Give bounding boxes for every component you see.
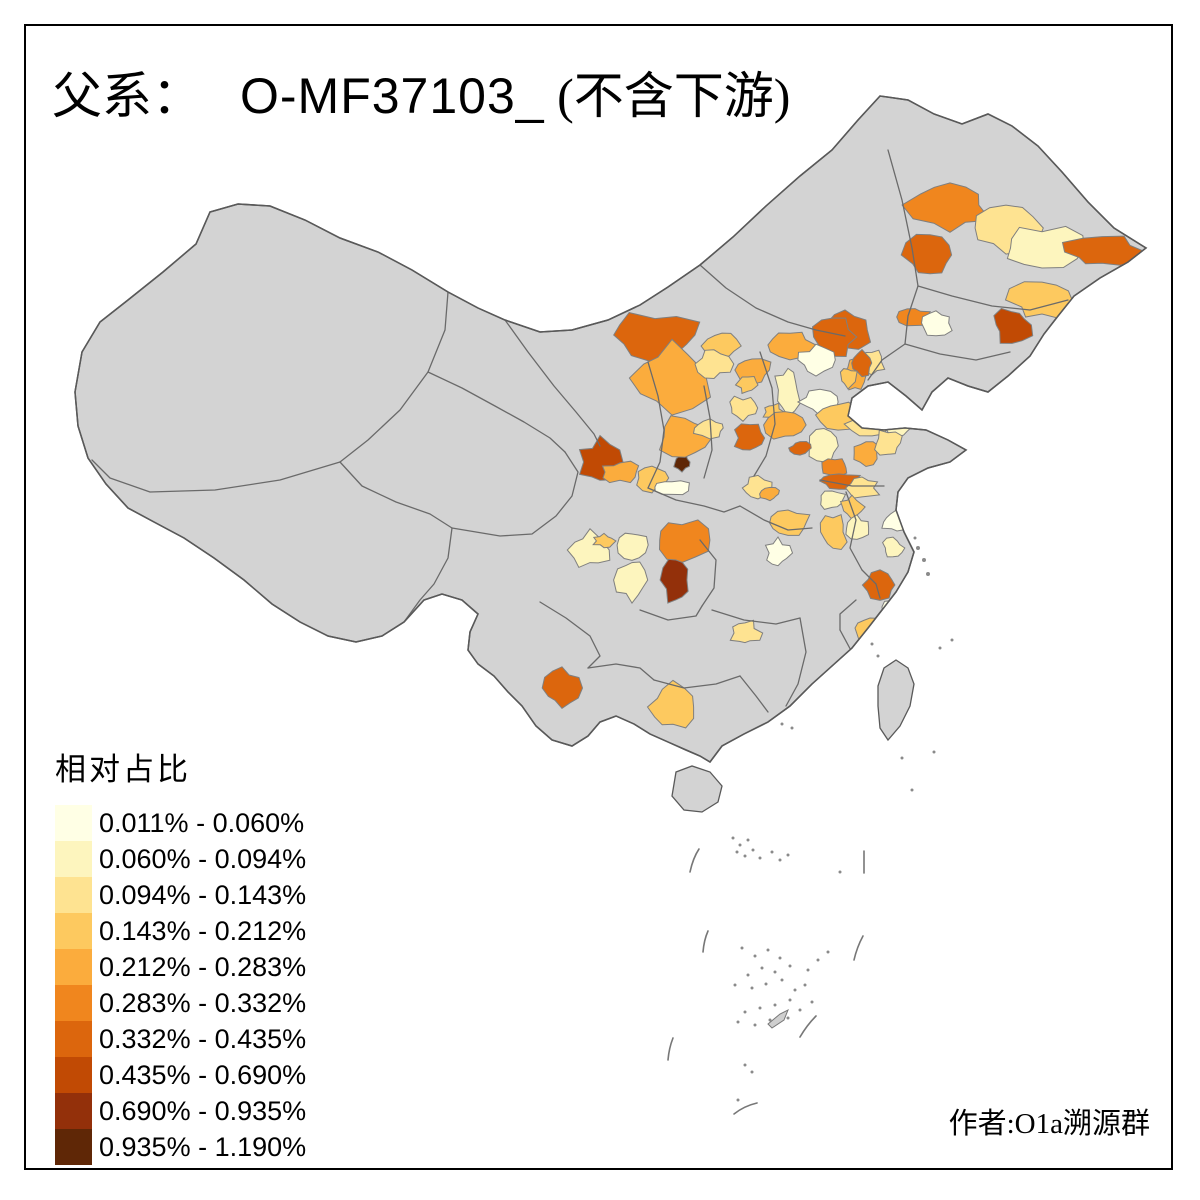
prefecture-region	[729, 619, 764, 644]
prefecture-region	[541, 666, 584, 709]
prefecture-region	[734, 375, 759, 395]
legend-item-label: 0.332% - 0.435%	[99, 1023, 307, 1054]
prefecture-region	[819, 514, 848, 551]
legend-item-label: 0.060% - 0.094%	[99, 843, 307, 874]
prefecture-region	[601, 460, 640, 484]
prefecture-region	[659, 558, 689, 604]
legend-swatch	[55, 1129, 92, 1165]
prefecture-region	[1061, 235, 1146, 266]
prefecture-region	[874, 429, 903, 456]
prefecture-region	[733, 423, 766, 451]
legend-item: 0.332% - 0.435%	[55, 1021, 306, 1057]
prefecture-region	[900, 233, 953, 275]
legend-swatch	[55, 1021, 92, 1057]
prefecture-region	[592, 532, 617, 549]
legend-swatch	[55, 841, 92, 877]
prefecture-region	[820, 490, 847, 510]
prefecture-region	[861, 569, 896, 601]
legend-item-label: 0.143% - 0.212%	[99, 915, 307, 946]
prefecture-region	[881, 536, 906, 558]
legend-item: 0.094% - 0.143%	[55, 877, 306, 913]
prefecture-region	[845, 514, 870, 540]
legend-item: 0.935% - 1.190%	[55, 1129, 306, 1165]
page-title: 父系： O-MF37103_ (不含下游)	[52, 56, 790, 128]
prefecture-region	[628, 338, 712, 416]
legend-swatch	[55, 805, 92, 841]
prefecture-region	[616, 532, 649, 561]
legend-swatch	[55, 985, 92, 1021]
prefecture-region	[1006, 225, 1086, 269]
legend-item: 0.060% - 0.094%	[55, 841, 306, 877]
prefecture-region	[658, 519, 711, 564]
legend-item-label: 0.935% - 1.190%	[99, 1131, 307, 1162]
prefecture-region	[993, 307, 1034, 344]
legend-item-label: 0.435% - 0.690%	[99, 1059, 307, 1090]
legend-item: 0.435% - 0.690%	[55, 1057, 306, 1093]
legend-swatch	[55, 877, 92, 913]
prefecture-region	[811, 317, 858, 358]
title-lineage-code: O-MF37103_	[240, 68, 545, 124]
legend-item: 0.212% - 0.283%	[55, 949, 306, 985]
legend-item: 0.143% - 0.212%	[55, 913, 306, 949]
prefecture-region	[901, 182, 992, 233]
legend-item-label: 0.011% - 0.060%	[99, 807, 305, 838]
legend-title: 相对占比	[55, 752, 191, 787]
prefecture-region	[764, 536, 794, 567]
legend-item: 0.690% - 0.935%	[55, 1093, 306, 1129]
province-boundaries	[91, 149, 1069, 713]
legend-swatch	[55, 913, 92, 949]
sea-dash-lines	[667, 848, 865, 1115]
prefecture-region	[788, 440, 812, 456]
prefecture-region	[729, 395, 759, 422]
prefecture-region	[920, 310, 953, 337]
title-prefix: 父系：	[52, 68, 202, 124]
attribution: 作者:O1a溯源群	[948, 1108, 1150, 1140]
prefecture-region	[694, 349, 735, 380]
legend-item: 0.011% - 0.060%	[55, 805, 306, 841]
prefecture-region	[851, 348, 873, 378]
legend-item-label: 0.283% - 0.332%	[99, 987, 307, 1018]
legend-item-label: 0.212% - 0.283%	[99, 951, 307, 982]
legend-swatch	[55, 949, 92, 985]
china-mainland	[74, 95, 1148, 763]
taiwan-island	[877, 659, 915, 742]
legend-item: 0.283% - 0.332%	[55, 985, 306, 1021]
legend-item-label: 0.094% - 0.143%	[99, 879, 307, 910]
prefecture-region	[759, 486, 780, 502]
national-boundary	[74, 95, 1148, 763]
legend-item-label: 0.690% - 0.935%	[99, 1095, 307, 1126]
prefecture-region	[844, 476, 881, 499]
prefecture-region	[881, 598, 916, 620]
legend-items: 0.011% - 0.060% 0.060% - 0.094% 0.094% - 0…	[55, 805, 306, 1165]
prefecture-regions-layer	[541, 182, 1146, 729]
legend-swatch	[55, 1057, 92, 1093]
prefecture-region	[692, 418, 724, 440]
hainan-island	[671, 765, 723, 813]
prefecture-region	[654, 480, 690, 496]
prefecture-region	[774, 367, 801, 418]
prefecture-region	[797, 343, 836, 377]
legend: 相对占比 0.011% - 0.060% 0.060% - 0.094% 0.094…	[55, 744, 306, 1165]
prefecture-region	[613, 561, 649, 604]
title-suffix: (不含下游)	[544, 68, 791, 124]
prefecture-region	[853, 441, 880, 468]
sea-islands	[731, 536, 954, 1102]
legend-swatch	[55, 1093, 92, 1129]
prefecture-region	[839, 368, 858, 390]
